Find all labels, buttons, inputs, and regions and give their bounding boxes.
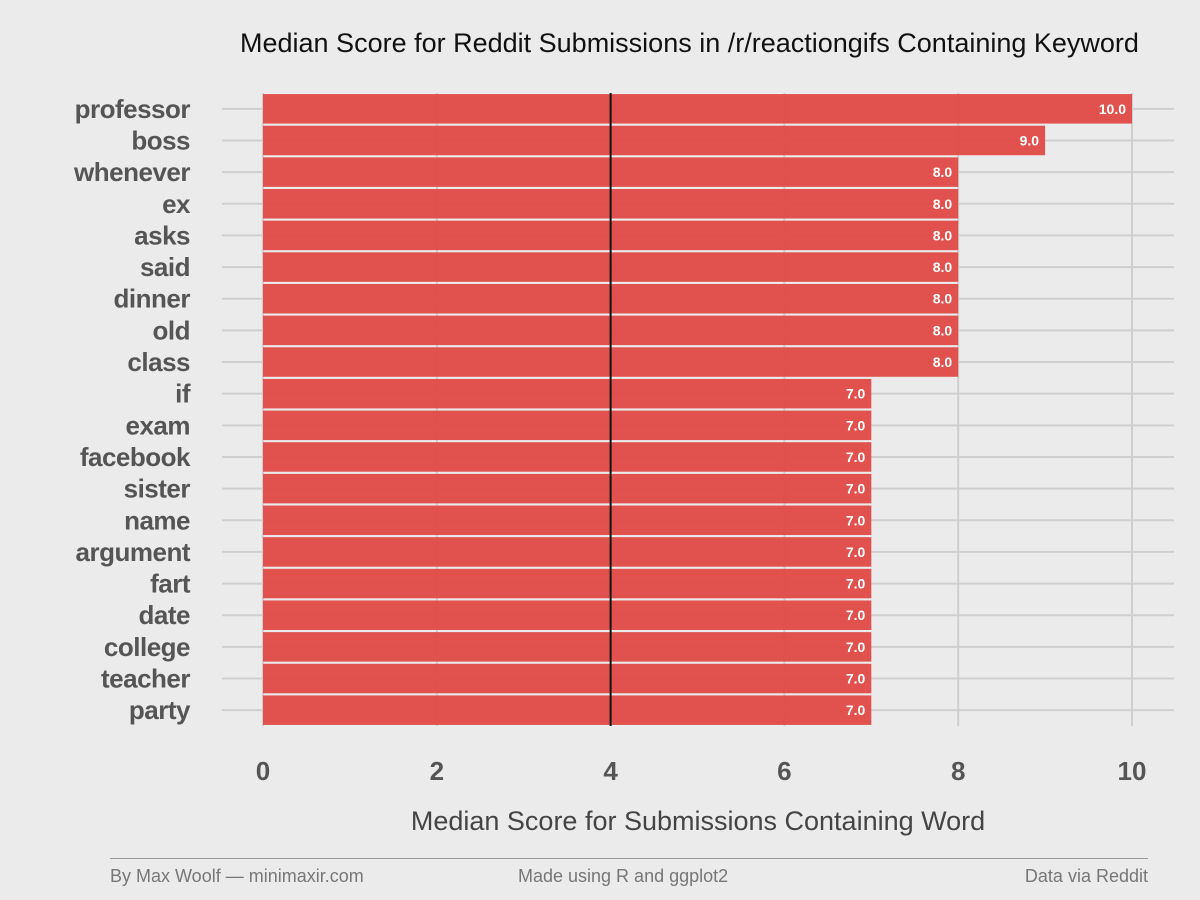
bar-value-label: 7.0 [846, 607, 866, 623]
category-label: if [175, 379, 191, 409]
category-label: college [104, 632, 190, 662]
bar-teacher [263, 663, 872, 694]
grid-lines [222, 93, 1174, 726]
bars [263, 94, 1132, 725]
category-label: date [139, 600, 191, 630]
bar-value-label: 8.0 [933, 259, 953, 275]
bar-value-label: 7.0 [846, 544, 866, 560]
bar-value-label: 8.0 [933, 227, 953, 243]
bar-boss [263, 125, 1046, 156]
footer-author: By Max Woolf — minimaxir.com [110, 866, 364, 886]
bar-college [263, 632, 872, 662]
category-labels: professorbosswheneverexaskssaiddinnerold… [73, 94, 191, 725]
bar-value-label: 7.0 [846, 481, 866, 497]
bar-value-label: 7.0 [846, 671, 866, 687]
bar-value-label: 7.0 [846, 449, 866, 465]
bar-value-label: 8.0 [933, 291, 953, 307]
bar-value-label: 7.0 [846, 702, 866, 718]
bar-value-label: 9.0 [1020, 132, 1040, 148]
category-label: party [129, 695, 191, 725]
bar-name [263, 505, 872, 536]
category-label: name [124, 505, 190, 535]
bar-value-label: 8.0 [933, 164, 953, 180]
category-label: whenever [73, 157, 190, 187]
bar-party [263, 695, 872, 725]
category-label: ex [162, 189, 191, 219]
bar-if [263, 378, 872, 409]
category-label: dinner [114, 284, 191, 314]
category-label: asks [134, 220, 190, 250]
bar-value-label: 7.0 [846, 386, 866, 402]
bar-facebook [263, 442, 872, 472]
category-label: teacher [101, 664, 190, 694]
chart-title: Median Score for Reddit Submissions in /… [240, 28, 1139, 58]
category-label: argument [76, 537, 191, 567]
bar-date [263, 600, 872, 630]
category-label: old [153, 315, 191, 345]
bar-value-label: 7.0 [846, 639, 866, 655]
x-axis-label: Median Score for Submissions Containing … [411, 806, 985, 836]
x-tick-label: 8 [951, 756, 965, 786]
bar-value-label: 10.0 [1099, 101, 1126, 117]
bar-value-label: 7.0 [846, 417, 866, 433]
category-label: exam [126, 410, 191, 440]
bar-value-label: 8.0 [933, 354, 953, 370]
category-label: boss [131, 125, 190, 155]
category-label: sister [124, 474, 191, 504]
category-label: said [140, 252, 190, 282]
bar-exam [263, 410, 872, 441]
bar-value-label: 8.0 [933, 196, 953, 212]
bar-sister [263, 473, 872, 504]
x-tick-label: 4 [603, 756, 618, 786]
x-tick-labels: 0 2 4 6 8 10 [256, 756, 1147, 786]
category-label: fart [150, 569, 191, 599]
footer-divider [110, 858, 1148, 859]
x-tick-label: 0 [256, 756, 270, 786]
bar-fart [263, 568, 872, 599]
category-label: professor [75, 94, 191, 124]
footer-tooling: Made using R and ggplot2 [518, 866, 729, 886]
bar-argument [263, 537, 872, 567]
x-tick-label: 2 [430, 756, 444, 786]
category-label: class [127, 347, 190, 377]
bar-value-labels: 10.0 9.0 8.0 8.0 8.0 8.0 8.0 8.0 8.0 7.0 7.0 7.0 7.0… [846, 101, 1126, 718]
bar-value-label: 8.0 [933, 322, 953, 338]
x-tick-label: 10 [1118, 756, 1147, 786]
bar-value-label: 7.0 [846, 576, 866, 592]
bar-value-label: 7.0 [846, 512, 866, 528]
bar-professor [263, 94, 1132, 124]
x-tick-label: 6 [777, 756, 791, 786]
category-label: facebook [80, 442, 191, 472]
footer-source: Data via Reddit [1024, 866, 1148, 886]
